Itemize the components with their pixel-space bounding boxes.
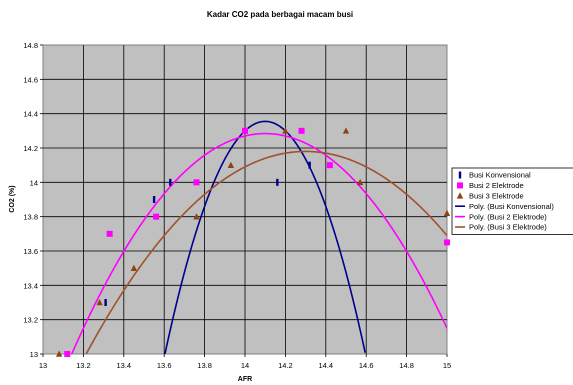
data-point bbox=[242, 127, 248, 134]
data-point bbox=[130, 264, 138, 271]
data-point bbox=[64, 351, 71, 357]
data-point bbox=[308, 161, 311, 169]
y-tick-label: 14.2 bbox=[23, 144, 38, 153]
x-tick-label: 15 bbox=[443, 361, 451, 370]
x-tick-label: 13.4 bbox=[116, 361, 131, 370]
y-tick-label: 13 bbox=[30, 350, 38, 359]
tick-labels: 13 13.2 13.4 13.6 13.8 14 14.2 14.4 14.6 14.8 15 13… bbox=[23, 41, 451, 370]
data-point bbox=[106, 230, 113, 237]
y-tick-label: 13.4 bbox=[23, 281, 38, 290]
legend-entry: Poly. (Busi Konvensional) bbox=[469, 202, 554, 211]
y-tick-label: 14.4 bbox=[23, 110, 38, 119]
trendlines bbox=[70, 120, 447, 354]
data-point bbox=[326, 162, 333, 169]
legend-swatch bbox=[456, 192, 464, 199]
x-tick-label: 13 bbox=[39, 361, 47, 370]
data-point bbox=[227, 161, 235, 168]
legend-box bbox=[451, 167, 573, 235]
data-markers bbox=[55, 127, 451, 357]
legend-swatch bbox=[458, 171, 462, 179]
legend-entry: Busi Konvensional bbox=[469, 171, 531, 180]
data-point bbox=[169, 178, 172, 186]
trendline-1 bbox=[70, 132, 447, 354]
data-point bbox=[282, 127, 289, 134]
legend-entry: Busi 3 Elektrode bbox=[469, 192, 524, 201]
y-tick-label: 14.6 bbox=[23, 75, 38, 84]
x-tick-label: 14.8 bbox=[399, 361, 414, 370]
data-point bbox=[276, 178, 279, 186]
chart-title: Kadar CO2 pada berbagai macam busi bbox=[207, 10, 353, 19]
trendline-2 bbox=[85, 150, 447, 354]
y-tick-label: 14.8 bbox=[23, 41, 38, 50]
y-tick-label: 14 bbox=[30, 178, 38, 187]
legend-swatch bbox=[457, 182, 463, 189]
x-axis-label: AFR bbox=[238, 376, 252, 383]
data-point bbox=[342, 127, 350, 134]
y-tick-label: 13.2 bbox=[23, 316, 38, 325]
data-point bbox=[193, 179, 200, 186]
trendline-0 bbox=[164, 120, 366, 354]
x-tick-label: 13.6 bbox=[157, 361, 172, 370]
data-point bbox=[193, 213, 200, 220]
y-tick-label: 13.6 bbox=[23, 247, 38, 256]
x-tick-label: 14.6 bbox=[359, 361, 374, 370]
x-tick-label: 14.2 bbox=[278, 361, 293, 370]
data-point bbox=[153, 213, 160, 220]
data-point bbox=[298, 127, 305, 134]
data-point bbox=[152, 196, 156, 203]
x-tick-label: 13.8 bbox=[197, 361, 212, 370]
data-point bbox=[444, 239, 450, 246]
x-tick-label: 13.2 bbox=[76, 361, 91, 370]
data-point bbox=[443, 209, 451, 217]
y-tick-label: 13.8 bbox=[23, 213, 38, 222]
legend-entry: Busi 2 Elektrode bbox=[469, 181, 524, 190]
data-point bbox=[356, 178, 364, 186]
data-point bbox=[104, 299, 107, 306]
legend-entry: Poly. (Busi 2 Elektrode) bbox=[469, 212, 547, 221]
data-point bbox=[55, 350, 63, 357]
x-tick-label: 14 bbox=[241, 361, 249, 370]
x-tick-label: 14.4 bbox=[318, 361, 333, 370]
legend-entry: Poly. (Busi 3 Elektrode) bbox=[469, 223, 547, 232]
gridlines bbox=[40, 44, 448, 357]
y-axis-label: CO2 (%) bbox=[9, 185, 16, 212]
data-point bbox=[96, 299, 103, 306]
